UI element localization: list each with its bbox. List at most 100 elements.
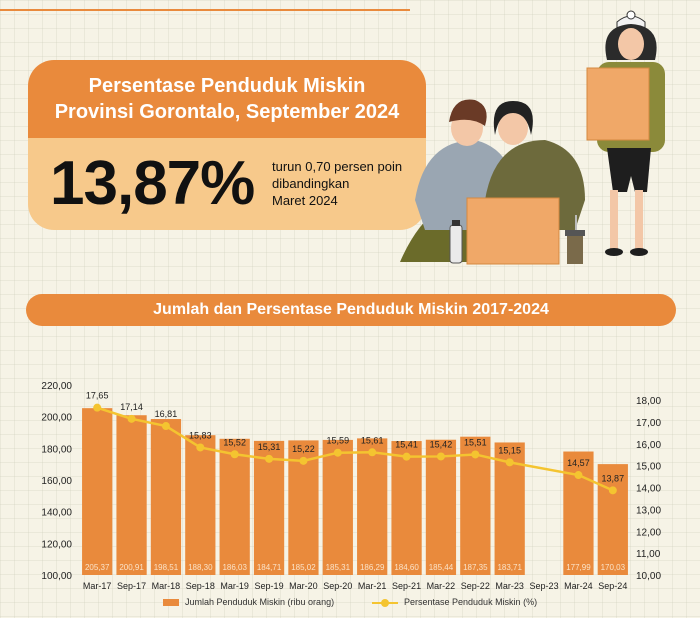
right-tick-label: 12,00 [636, 527, 661, 538]
x-tick-label: Mar-22 [427, 581, 456, 591]
left-tick-label: 140,00 [41, 508, 72, 519]
line-value-label: 13,87 [602, 473, 625, 483]
sitting-people-illustration [400, 99, 585, 265]
line-value-labels: 17,65 17,14 16,81 15,83 15,52 15,31 15,22 15,59… [86, 391, 624, 484]
x-tick-label: Mar-21 [358, 581, 387, 591]
right-tick-label: 17,00 [636, 418, 661, 429]
left-tick-label: 100,00 [41, 571, 72, 582]
bar [322, 439, 353, 575]
bar-value-label: 184,60 [394, 563, 419, 572]
line-point [161, 422, 170, 431]
line-value-label: 17,14 [120, 402, 143, 412]
bar-value-label: 198,51 [154, 563, 179, 572]
left-axis-ticks: 100,00 120,00 140,00 160,00 180,00 200,00 220,… [41, 381, 72, 582]
line-point [299, 456, 308, 465]
line-point [368, 448, 377, 457]
bar [597, 464, 628, 575]
x-tick-label: Mar-23 [495, 581, 524, 591]
legend-bar-label: Jumlah Penduduk Miskin (ribu orang) [185, 597, 335, 607]
x-tick-label: Sep-18 [186, 581, 215, 591]
line-value-label: 16,81 [155, 409, 178, 419]
bar-value-label: 185,31 [326, 563, 351, 572]
headline-stat-card: 13,87% turun 0,70 persen poin dibandingk… [28, 138, 426, 230]
standing-person-illustration [586, 10, 665, 256]
bar [219, 438, 250, 575]
bar-value-label: 186,03 [222, 563, 247, 572]
left-tick-label: 120,00 [41, 539, 72, 550]
bar [150, 419, 182, 575]
x-tick-label: Mar-24 [564, 581, 593, 591]
line-point [230, 450, 239, 459]
line-value-label: 15,83 [189, 430, 212, 440]
bar-value-label: 205,37 [85, 563, 110, 572]
section-banner: Jumlah dan Persentase Penduduk Miskin 20… [26, 294, 676, 326]
x-tick-label: Sep-21 [392, 581, 421, 591]
legend-line-marker [381, 599, 389, 607]
bar-value-label: 184,71 [257, 563, 282, 572]
left-tick-label: 200,00 [41, 413, 72, 424]
bar-series [82, 408, 628, 575]
top-rule [0, 9, 410, 11]
line-point [574, 471, 583, 480]
poverty-chart: 100,00 120,00 140,00 160,00 180,00 200,00 220,… [41, 381, 661, 591]
bar-value-label: 186,29 [360, 563, 385, 572]
line-series [93, 403, 617, 495]
line-point [402, 452, 411, 461]
line-point [93, 403, 102, 412]
title-line-2: Provinsi Gorontalo, September 2024 [54, 101, 400, 123]
title-banner: Persentase Penduduk Miskin Provinsi Goro… [28, 60, 426, 138]
right-axis-ticks: 10,00 11,00 12,00 13,00 14,00 15,00 16,00 17,00… [636, 396, 661, 582]
bar-value-label: 170,03 [601, 563, 626, 572]
headline-value: 13,87% [50, 149, 255, 218]
bar-value-label: 185,02 [291, 563, 316, 572]
line-value-label: 15,31 [258, 442, 281, 452]
bar-value-label: 200,91 [119, 563, 144, 572]
headline-desc-line-1: turun 0,70 persen poin [272, 159, 403, 174]
bar [391, 441, 422, 575]
right-tick-label: 16,00 [636, 440, 661, 451]
left-tick-label: 180,00 [41, 444, 72, 455]
line-value-label: 15,22 [292, 444, 315, 454]
right-tick-label: 14,00 [636, 484, 661, 495]
x-tick-label: Mar-17 [83, 581, 112, 591]
bar-value-label: 177,99 [566, 563, 591, 572]
x-tick-label: Sep-20 [323, 581, 352, 591]
bar [253, 440, 285, 575]
bar-value-labels: 205,37 200,91 198,51 188,30 186,03 184,71 185,… [85, 563, 626, 572]
bar [357, 438, 388, 575]
line-value-label: 15,42 [430, 439, 453, 449]
headline-desc-line-2: dibandingkan [272, 176, 350, 191]
x-tick-label: Mar-20 [289, 581, 318, 591]
bar [82, 408, 113, 575]
bar [425, 439, 457, 575]
x-tick-label: Mar-18 [152, 581, 181, 591]
legend-line-label: Persentase Penduduk Miskin (%) [404, 597, 538, 607]
line-point [436, 452, 445, 461]
line-point [505, 458, 514, 467]
line-value-label: 15,52 [223, 437, 246, 447]
line-point [471, 450, 480, 459]
left-tick-label: 220,00 [41, 381, 72, 392]
bar [563, 451, 594, 575]
right-tick-label: 13,00 [636, 505, 661, 516]
left-tick-label: 160,00 [41, 476, 72, 487]
x-tick-label: Sep-24 [598, 581, 627, 591]
bar-value-label: 187,35 [463, 563, 488, 572]
bar-value-label: 185,44 [429, 563, 454, 572]
x-axis-labels: Mar-17 Sep-17 Mar-18 Sep-18 Mar-19 Sep-19 Mar-… [83, 581, 627, 591]
right-tick-label: 11,00 [636, 549, 661, 560]
bar [185, 435, 216, 575]
line-value-label: 15,41 [395, 440, 418, 450]
bar [460, 436, 491, 575]
headline-desc-line-3: Maret 2024 [272, 193, 338, 208]
line-point [265, 454, 274, 463]
people-illustration [400, 10, 665, 265]
line-point [127, 414, 136, 423]
x-tick-label: Sep-17 [117, 581, 146, 591]
line-value-label: 15,61 [361, 435, 384, 445]
bar-value-label: 183,71 [497, 563, 522, 572]
line-point [333, 448, 342, 457]
right-tick-label: 18,00 [636, 396, 661, 407]
line-value-label: 15,59 [327, 436, 350, 446]
line-value-label: 17,65 [86, 391, 109, 401]
